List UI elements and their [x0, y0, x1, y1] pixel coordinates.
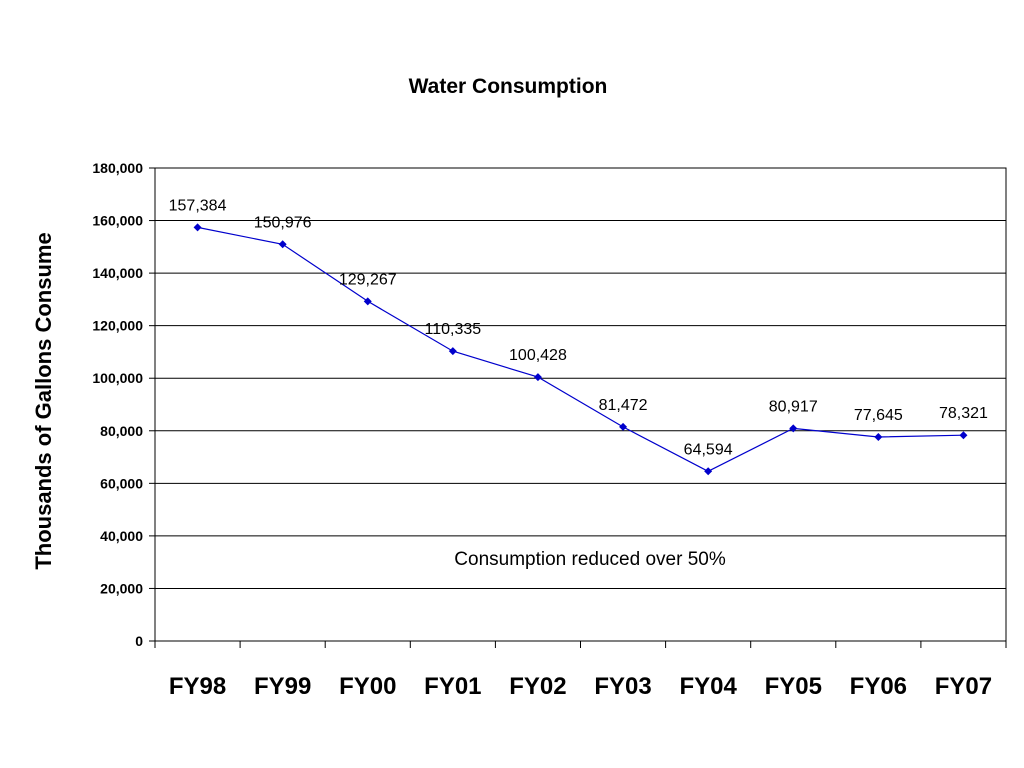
data-label: 77,645	[854, 407, 903, 424]
y-axis-ticks: 0 20,000 40,000 60,000 80,000 100,000 120,000 1…	[92, 160, 155, 649]
data-label: 81,472	[599, 397, 648, 414]
x-tick-label: FY99	[254, 673, 311, 700]
data-point-marker	[704, 467, 713, 476]
x-tick-label: FY98	[169, 673, 226, 700]
y-tick-label: 0	[135, 633, 143, 649]
data-label: 157,384	[169, 197, 227, 214]
x-tick-label: FY01	[424, 673, 481, 700]
data-label: 78,321	[939, 405, 988, 422]
data-point-marker	[789, 424, 798, 433]
data-label: 110,335	[425, 321, 482, 338]
x-tick-label: FY03	[594, 673, 651, 700]
data-point-marker	[278, 240, 287, 249]
x-axis-ticks: FY98 FY99 FY00 FY01 FY02 FY03 FY04 FY05 FY06 FY07	[154, 641, 1007, 700]
y-tick-label: 100,000	[92, 370, 143, 386]
series-line	[197, 226, 964, 472]
x-tick-label: FY00	[339, 673, 396, 700]
gridlines	[155, 220, 1006, 589]
y-axis-label: Thousands of Gallons Consume	[31, 232, 56, 569]
data-labels: 157,384 150,976 129,267 110,335 100,428 81,47…	[169, 197, 988, 458]
x-tick-label: FY06	[850, 673, 907, 700]
chart-title: Water Consumption	[409, 75, 608, 98]
data-point-marker	[874, 432, 883, 441]
y-tick-label: 40,000	[100, 528, 143, 544]
y-tick-label: 180,000	[92, 160, 143, 176]
plot-area-frame	[154, 167, 1007, 642]
data-label: 64,594	[684, 441, 733, 458]
data-point-marker	[619, 422, 628, 431]
data-label: 129,267	[339, 271, 397, 288]
data-label: 80,917	[769, 398, 818, 415]
y-tick-label: 60,000	[100, 475, 143, 491]
data-point-marker	[959, 431, 968, 440]
data-label: 150,976	[254, 214, 312, 231]
y-tick-label: 160,000	[92, 213, 143, 229]
y-tick-label: 80,000	[100, 423, 143, 439]
data-point-marker	[363, 297, 372, 306]
data-label: 100,428	[509, 347, 567, 364]
y-tick-label: 120,000	[92, 318, 143, 334]
data-point-marker	[448, 347, 457, 356]
series-consumption	[193, 223, 968, 476]
x-tick-label: FY07	[935, 673, 992, 700]
x-tick-label: FY04	[679, 673, 737, 700]
x-tick-label: FY05	[765, 673, 822, 700]
y-tick-label: 20,000	[100, 580, 143, 596]
chart-annotation: Consumption reduced over 50%	[454, 549, 726, 570]
y-tick-label: 140,000	[92, 265, 143, 281]
data-point-marker	[533, 373, 542, 382]
x-tick-label: FY02	[509, 673, 566, 700]
data-point-marker	[193, 223, 202, 232]
